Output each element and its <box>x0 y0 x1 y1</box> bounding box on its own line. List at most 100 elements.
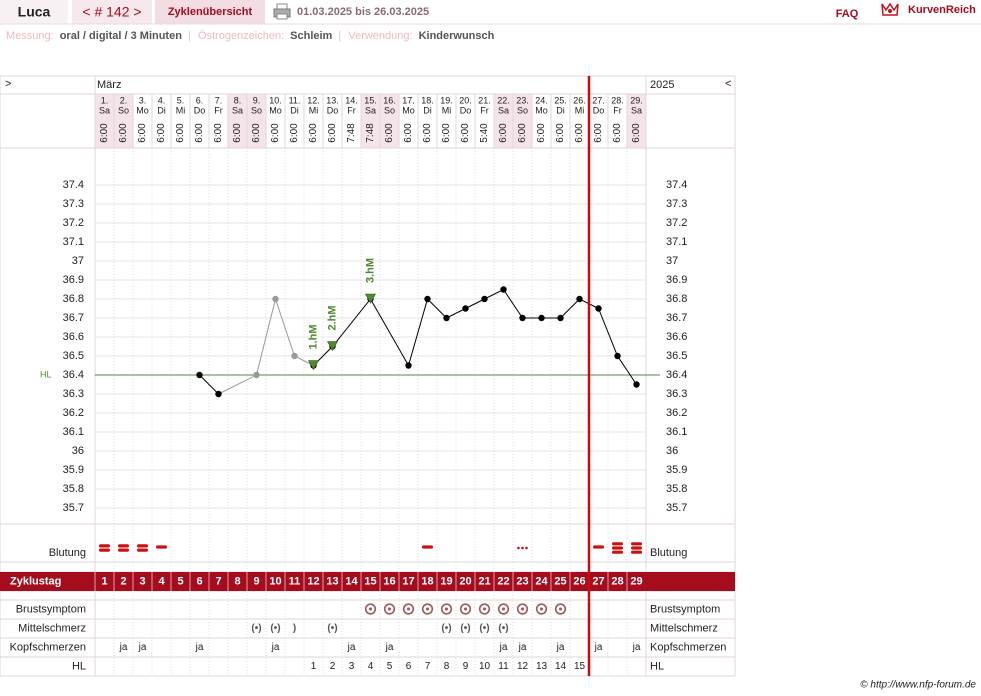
y-tick-label: 36 <box>72 445 84 457</box>
weekday: Di <box>290 105 299 115</box>
measure-time: 6:00 <box>593 123 604 143</box>
temp-point <box>424 295 431 303</box>
weekday: Mo <box>269 105 282 115</box>
temp-point <box>557 314 564 322</box>
temp-point <box>291 352 298 360</box>
overview-tab[interactable] <box>155 0 265 24</box>
weekday: Sa <box>498 105 509 115</box>
bleed-dash <box>612 542 623 546</box>
user-name: Luca <box>18 4 51 20</box>
measure-time: 6:00 <box>403 123 414 143</box>
spot-dot <box>521 546 524 550</box>
cycle-day: 12 <box>307 575 319 587</box>
icon-ring <box>554 603 567 615</box>
bleed-dash <box>156 545 167 549</box>
y-tick-label-right: 37 <box>666 255 678 267</box>
kopfschmerzen-value: ja <box>271 642 280 653</box>
row-label: Kopfschmerzen <box>10 641 86 653</box>
icon-ring <box>364 603 377 615</box>
brand-name[interactable]: KurvenReich <box>908 4 976 16</box>
mittelschmerz-value: (•) <box>270 623 280 634</box>
spot-dot <box>525 546 528 550</box>
info-label: Messung: <box>6 30 54 42</box>
day-number: 21. <box>478 95 491 105</box>
cycle-number[interactable]: < # 142 > <box>82 4 141 20</box>
hm-label: 2.hM <box>326 305 338 330</box>
icon-ring <box>535 603 548 615</box>
breast-symptom-icon <box>402 603 415 615</box>
breast-symptom-icon <box>554 603 567 615</box>
bleed-dash <box>118 548 129 552</box>
weekend-shade <box>380 94 399 148</box>
weekend-shade <box>247 94 266 148</box>
row-label-right: Brustsymptom <box>650 603 720 615</box>
y-tick-label-right: 37.4 <box>666 179 687 191</box>
measure-time: 7:48 <box>346 123 357 143</box>
measure-time: 5:40 <box>479 123 490 143</box>
weekend-shade <box>228 94 247 148</box>
row-label-right: Blutung <box>650 547 687 559</box>
cycle-day: 16 <box>383 575 395 587</box>
brand-icon[interactable] <box>881 2 899 16</box>
measure-time: 6:00 <box>175 123 186 143</box>
day-number: 17. <box>402 95 415 105</box>
nav-prev[interactable]: > <box>5 78 11 90</box>
cycle-day: 21 <box>478 575 490 587</box>
hl-value: 15 <box>574 661 586 672</box>
temp-point <box>481 295 488 303</box>
cycle-box[interactable] <box>72 0 152 24</box>
y-tick-label-right: 36.3 <box>666 388 687 400</box>
kopfschmerzen-value: ja <box>518 642 527 653</box>
info-value: oral / digital / 3 Minuten <box>60 30 183 42</box>
date-range: 01.03.2025 bis 26.03.2025 <box>297 6 429 18</box>
cycle-day: 15 <box>364 575 376 587</box>
hl-value: 12 <box>517 661 529 672</box>
icon-dot <box>502 607 505 611</box>
weekend-shade <box>114 94 133 148</box>
weekday: Do <box>460 105 472 115</box>
temp-point <box>500 286 507 293</box>
icon-dot <box>407 607 410 611</box>
day-number: 16. <box>383 95 396 105</box>
temp-point <box>576 295 583 303</box>
bleed-dash <box>137 544 148 548</box>
bleed-dash <box>118 544 129 548</box>
weekday: Di <box>157 105 166 115</box>
info-label: Östrogenzeichen: <box>198 30 284 42</box>
cycle-day: 10 <box>269 575 281 587</box>
bleeding-mark <box>422 545 433 549</box>
faq-link[interactable]: FAQ <box>836 8 859 20</box>
weekday: Di <box>556 105 565 115</box>
cycle-day: 22 <box>497 575 509 587</box>
hl-value: 2 <box>330 661 336 672</box>
hl-value: 3 <box>349 661 355 672</box>
row-label: Zyklustag <box>10 575 61 587</box>
y-tick-label-right: 36.4 <box>666 369 687 381</box>
weekday: Di <box>423 105 432 115</box>
overview-tab-label[interactable]: Zyklenübersicht <box>168 6 253 18</box>
icon-ring <box>402 603 415 615</box>
y-tick-label-right: 35.9 <box>666 464 687 476</box>
day-number: 3. <box>139 95 147 105</box>
cycle-day: 11 <box>289 575 301 587</box>
mittelschmerz-value: (•) <box>441 623 451 634</box>
nav-next[interactable]: < <box>725 78 731 90</box>
bleed-dash <box>593 545 604 549</box>
breast-symptom-icon <box>440 603 453 615</box>
mittelschmerz-value: ) <box>293 623 296 634</box>
day-number: 13. <box>326 95 339 105</box>
weekend-shade <box>361 94 380 148</box>
weekday: Mo <box>136 105 149 115</box>
measure-time: 6:00 <box>517 123 528 143</box>
weekday: Sa <box>365 105 376 115</box>
cycle-day: 28 <box>611 575 623 587</box>
info-separator: | <box>188 30 191 42</box>
print-icon[interactable] <box>273 3 291 20</box>
icon-dot <box>483 607 486 611</box>
mittelschmerz-value: (•) <box>251 623 261 634</box>
cycle-day: 2 <box>120 575 126 587</box>
measure-time: 6:00 <box>251 123 262 143</box>
y-tick-label: 36.4 <box>63 369 84 381</box>
